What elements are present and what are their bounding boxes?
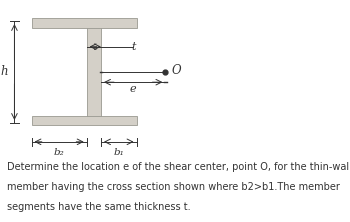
- Text: b₂: b₂: [54, 148, 64, 157]
- Text: O: O: [171, 64, 181, 77]
- Bar: [32, 116, 136, 125]
- Text: Determine the location e of the shear center, point O, for the thin-walled: Determine the location e of the shear ce…: [7, 162, 350, 172]
- Text: b₁: b₁: [113, 148, 124, 157]
- Text: h: h: [0, 65, 8, 79]
- Text: member having the cross section shown where b2>b1.The member: member having the cross section shown wh…: [7, 182, 340, 192]
- Bar: [87, 21, 101, 123]
- Text: t: t: [131, 42, 136, 52]
- Bar: [32, 18, 136, 28]
- Text: e: e: [130, 84, 136, 94]
- Text: segments have the same thickness t.: segments have the same thickness t.: [7, 202, 191, 212]
